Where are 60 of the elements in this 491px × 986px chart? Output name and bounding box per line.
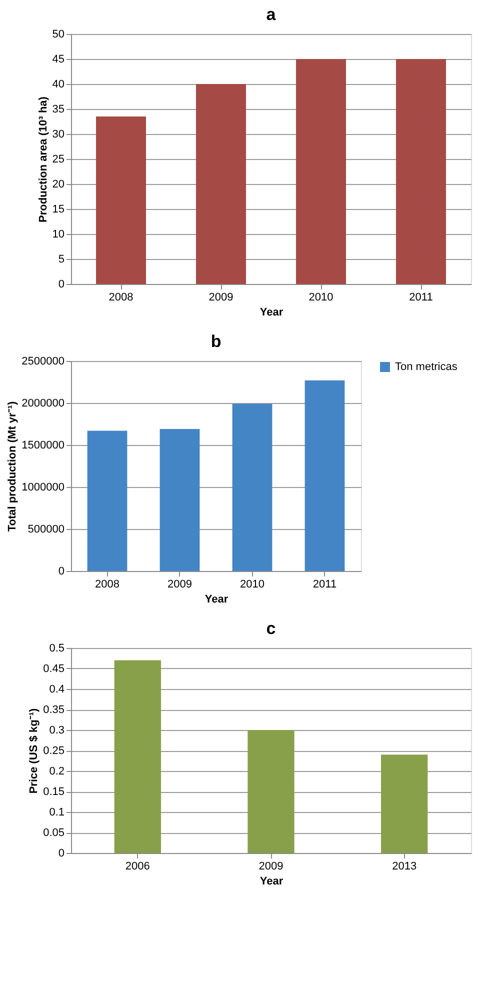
y-tick-label: 2500000 [22,356,64,368]
x-tick-label: 2013 [392,860,417,872]
y-axis-title: Price (US $ kg⁻¹) [28,708,40,794]
y-tick-label: 0.45 [43,663,64,675]
legend-label: Ton metricas [395,361,458,373]
y-axis-title: Production area (10³ ha) [37,96,50,222]
y-tick-label: 30 [52,128,64,140]
bar [114,660,161,853]
x-axis-title: Year [260,876,284,888]
y-tick-label: 45 [52,54,64,66]
chart-title: c [266,619,276,638]
y-tick-label: 1000000 [22,482,64,494]
bar [296,59,346,284]
bar [248,730,294,853]
bar [232,404,272,571]
y-tick-label: 0.25 [43,745,64,757]
y-tick-label: 0.35 [43,704,64,716]
y-tick-label: 0.05 [43,827,64,839]
y-tick-label: 500000 [28,524,64,536]
y-tick-label: 0.3 [49,724,64,736]
y-tick-label: 0 [58,848,64,860]
y-tick-label: 0.15 [43,786,64,798]
x-axis-title: Year [260,306,284,318]
y-tick-label: 10 [52,228,64,240]
x-tick-label: 2010 [308,292,334,304]
chart-title: b [210,332,222,351]
y-tick-label: 0.5 [49,642,64,654]
x-tick-label: 2006 [125,860,150,872]
y-tick-label: 25 [52,154,64,166]
y-tick-label: 0.2 [49,766,64,778]
y-tick-label: 35 [52,104,64,116]
y-tick-label: 0 [58,566,64,578]
y-axis-title: Total production (Mt yr⁻¹) [6,401,19,532]
x-tick-label: 2008 [95,578,120,590]
bar [96,116,146,284]
bar [304,380,345,571]
y-tick-label: 20 [52,178,64,190]
x-tick-label: 2008 [108,292,134,304]
x-axis-title: Year [204,594,229,606]
y-tick-label: 40 [52,78,64,90]
y-tick-label: 50 [52,28,64,40]
x-tick-label: 2011 [409,292,433,304]
y-tick-label: 0.4 [49,684,64,696]
y-tick-label: 1500000 [22,440,64,452]
bar [396,59,446,284]
bar [87,430,128,571]
x-tick-label: 2009 [168,578,192,590]
y-tick-label: 5 [58,254,64,266]
y-tick-label: 0.1 [49,806,64,818]
x-tick-label: 2010 [240,578,264,590]
chart-title: a [266,5,276,24]
y-tick-label: 2000000 [22,398,64,410]
x-tick-label: 2009 [258,860,284,872]
bar [196,84,246,284]
x-tick-label: 2011 [312,578,337,590]
x-tick-label: 2009 [208,292,234,304]
bar [160,429,200,571]
bar [381,754,428,853]
y-tick-label: 0 [58,278,64,290]
y-tick-label: 15 [52,204,64,216]
